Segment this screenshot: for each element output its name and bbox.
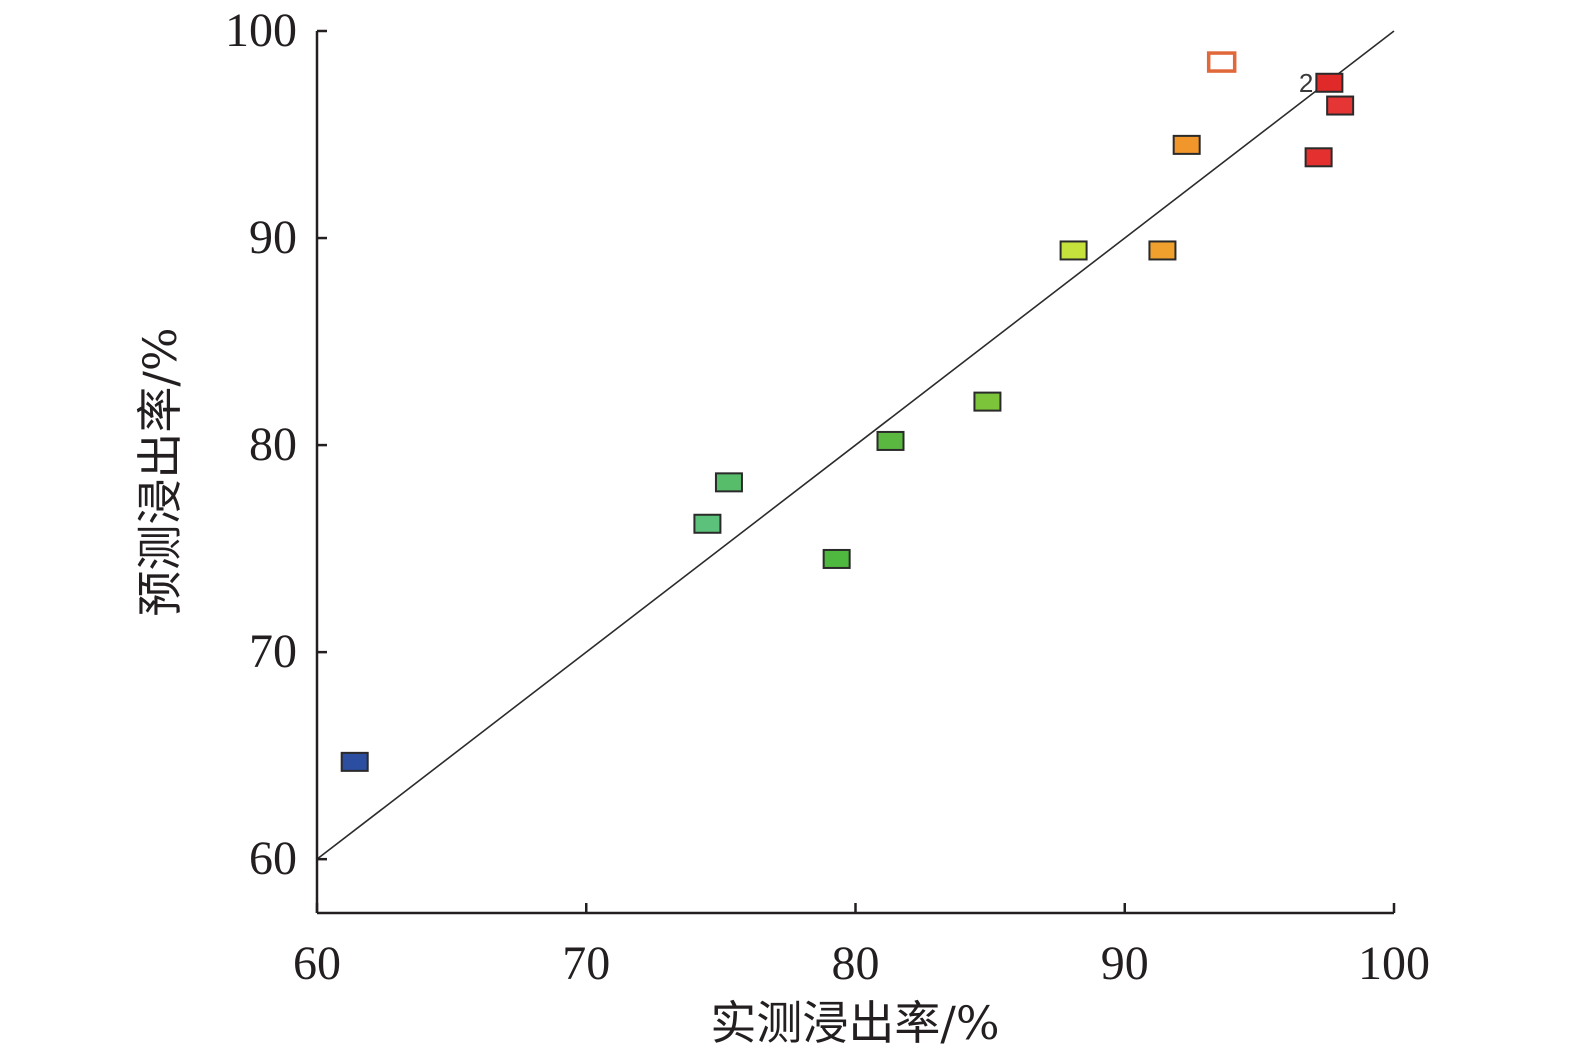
data-point [1304,147,1333,168]
data-point [693,513,722,534]
y-tick-label: 60 [249,832,297,885]
x-tick-label: 100 [1358,937,1430,990]
data-point [714,472,743,493]
x-tick-label: 60 [293,937,341,990]
y-ticks: 60 70 80 90 100 [225,4,327,885]
data-point [1315,72,1344,93]
data-point [822,548,851,569]
data-point [973,391,1002,412]
y-tick-label: 80 [249,418,297,471]
y-axis: 60 70 80 90 100 [225,4,327,913]
data-point [1326,95,1355,116]
data-point [1148,240,1177,261]
x-ticks: 60 70 80 90 100 [293,903,1430,990]
x-tick-label: 70 [562,937,610,990]
x-axis-title: 实测浸出率/% [710,996,999,1050]
x-tick-label: 80 [832,937,880,990]
y-tick-label: 100 [225,4,297,57]
y-tick-label: 90 [249,211,297,264]
data-points: 2 [340,51,1355,772]
x-axis: 60 70 80 90 100 [293,903,1430,990]
x-tick-label: 90 [1101,937,1149,990]
data-point [876,430,905,451]
data-point [1059,240,1088,261]
data-point [1206,51,1237,73]
reference-line [316,30,1395,860]
y-tick-label: 70 [249,625,297,678]
data-point [340,751,369,772]
data-point [1172,134,1201,155]
y-axis-title: 预测浸出率/% [133,327,187,616]
data-point-label: 2 [1299,68,1313,98]
